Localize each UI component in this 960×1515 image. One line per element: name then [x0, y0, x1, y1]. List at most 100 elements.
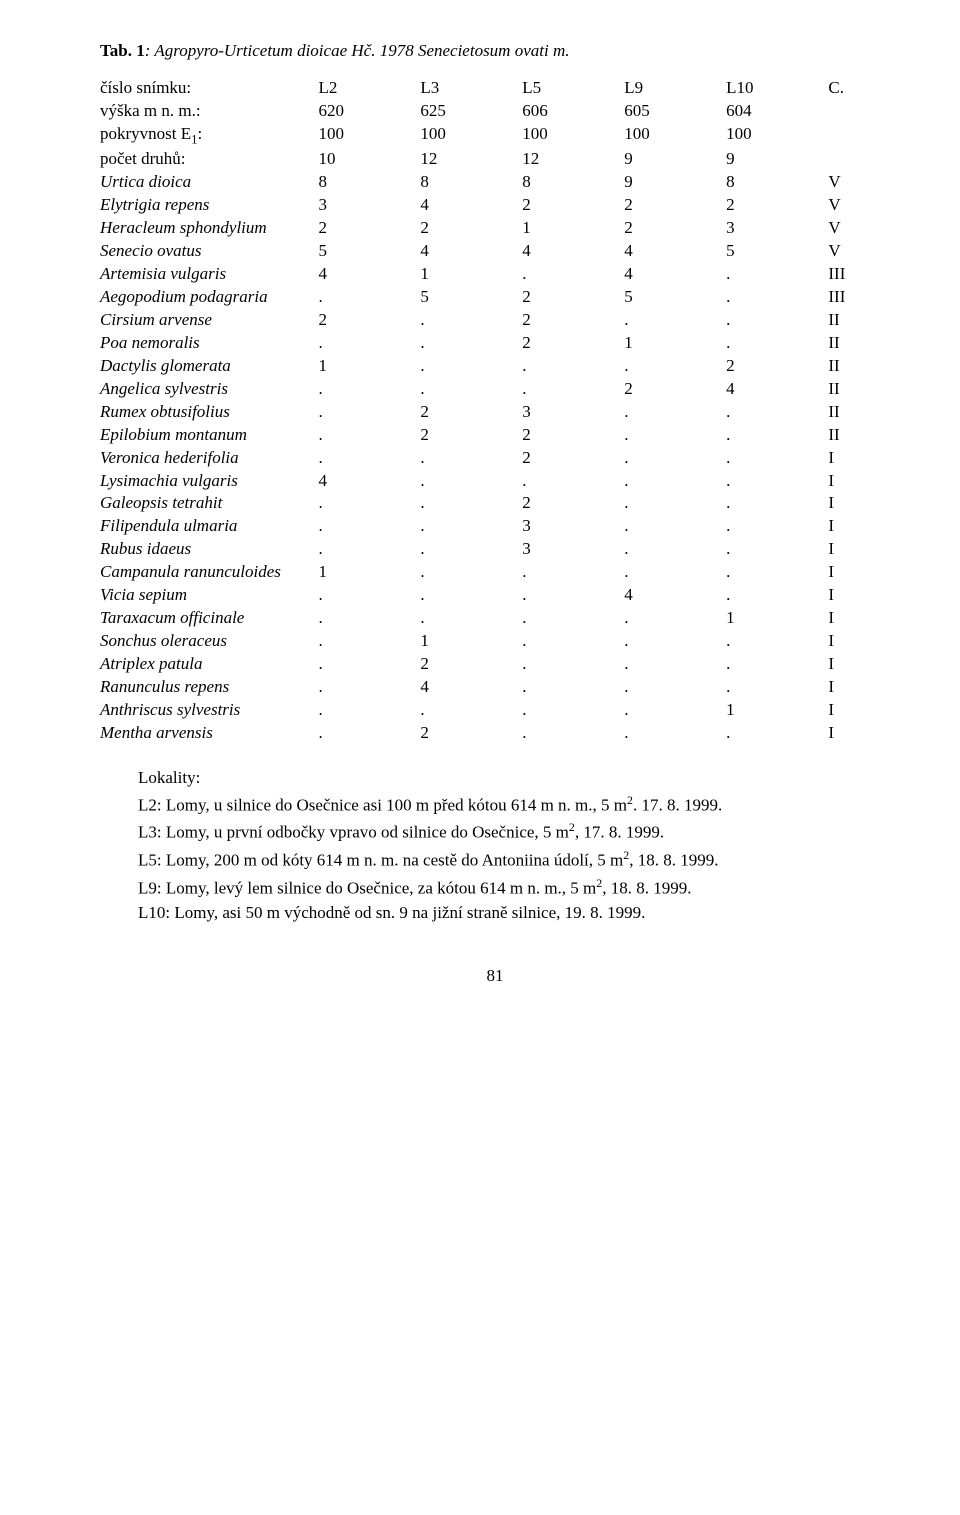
cell: .	[708, 309, 810, 332]
row-label: Campanula ranunculoides	[100, 561, 300, 584]
cell: .	[504, 584, 606, 607]
cell: 2	[708, 355, 810, 378]
table-row: Elytrigia repens34222V	[100, 194, 890, 217]
cell: .	[606, 676, 708, 699]
cell: 100	[504, 123, 606, 149]
cell: .	[402, 561, 504, 584]
cell: .	[606, 630, 708, 653]
table-row: Filipendula ulmaria..3..I	[100, 515, 890, 538]
cell: 1	[708, 607, 810, 630]
cell: .	[708, 584, 810, 607]
cell: .	[606, 699, 708, 722]
cell: 100	[708, 123, 810, 149]
cell: .	[402, 515, 504, 538]
cell: .	[300, 492, 402, 515]
table-row: Artemisia vulgaris41.4.III	[100, 263, 890, 286]
cell: 2	[504, 194, 606, 217]
row-label: Veronica hederifolia	[100, 447, 300, 470]
cell: L5	[504, 77, 606, 100]
cell: I	[810, 630, 890, 653]
cell: .	[402, 492, 504, 515]
table-row: Taraxacum officinale....1I	[100, 607, 890, 630]
cell: I	[810, 676, 890, 699]
cell: II	[810, 309, 890, 332]
cell: .	[606, 424, 708, 447]
cell: 3	[708, 217, 810, 240]
cell: .	[504, 470, 606, 493]
cell: C.	[810, 77, 890, 100]
row-label: Poa nemoralis	[100, 332, 300, 355]
cell: 4	[606, 240, 708, 263]
cell: .	[300, 332, 402, 355]
cell: 1	[504, 217, 606, 240]
cell: 2	[504, 309, 606, 332]
cell: .	[504, 699, 606, 722]
row-label: počet druhů:	[100, 148, 300, 171]
table-row: pokryvnost E1:100100100100100	[100, 123, 890, 149]
cell: .	[708, 676, 810, 699]
cell: .	[504, 722, 606, 745]
locality-item: L9: Lomy, levý lem silnice do Osečnice, …	[138, 875, 890, 901]
row-label: Taraxacum officinale	[100, 607, 300, 630]
cell: .	[708, 630, 810, 653]
cell: 10	[300, 148, 402, 171]
row-label: Epilobium montanum	[100, 424, 300, 447]
cell: 9	[606, 171, 708, 194]
cell: 2	[402, 424, 504, 447]
cell: .	[402, 378, 504, 401]
table-row: Lysimachia vulgaris4....I	[100, 470, 890, 493]
cell: L2	[300, 77, 402, 100]
cell: 2	[606, 217, 708, 240]
cell: 2	[504, 447, 606, 470]
cell: 2	[606, 378, 708, 401]
cell: .	[504, 263, 606, 286]
cell: 8	[402, 171, 504, 194]
cell: .	[708, 401, 810, 424]
cell: 3	[504, 401, 606, 424]
cell: .	[300, 401, 402, 424]
cell: .	[300, 447, 402, 470]
cell: 2	[402, 401, 504, 424]
row-label: Filipendula ulmaria	[100, 515, 300, 538]
table-row: výška m n. m.:620625606605604	[100, 100, 890, 123]
cell: 4	[402, 676, 504, 699]
cell: 1	[402, 263, 504, 286]
row-label: Dactylis glomerata	[100, 355, 300, 378]
cell: .	[606, 515, 708, 538]
cell: 1	[708, 699, 810, 722]
cell: 4	[402, 194, 504, 217]
localities-block: Lokality: L2: Lomy, u silnice do Osečnic…	[138, 767, 890, 925]
row-label: Elytrigia repens	[100, 194, 300, 217]
locality-item: L3: Lomy, u první odbočky vpravo od siln…	[138, 819, 890, 845]
cell: .	[606, 561, 708, 584]
cell: .	[504, 607, 606, 630]
row-label: Urtica dioica	[100, 171, 300, 194]
row-label: Artemisia vulgaris	[100, 263, 300, 286]
cell: I	[810, 470, 890, 493]
localities-list: L2: Lomy, u silnice do Osečnice asi 100 …	[138, 792, 890, 925]
cell: .	[300, 607, 402, 630]
cell: .	[606, 401, 708, 424]
cell: .	[504, 630, 606, 653]
cell: II	[810, 355, 890, 378]
cell: .	[606, 538, 708, 561]
cell: 4	[708, 378, 810, 401]
table-row: Cirsium arvense2.2..II	[100, 309, 890, 332]
row-label: Heracleum sphondylium	[100, 217, 300, 240]
cell: 2	[402, 722, 504, 745]
cell: 1	[606, 332, 708, 355]
cell: .	[708, 492, 810, 515]
cell: 4	[504, 240, 606, 263]
table-row: Rumex obtusifolius.23..II	[100, 401, 890, 424]
row-label: Lysimachia vulgaris	[100, 470, 300, 493]
cell: 1	[300, 355, 402, 378]
table-row: Mentha arvensis.2...I	[100, 722, 890, 745]
cell: .	[300, 538, 402, 561]
cell: .	[708, 332, 810, 355]
row-label: Rubus idaeus	[100, 538, 300, 561]
cell: .	[300, 653, 402, 676]
table-row: Campanula ranunculoides1....I	[100, 561, 890, 584]
cell: 2	[504, 286, 606, 309]
cell: .	[708, 653, 810, 676]
table-row: číslo snímku:L2L3L5L9L10C.	[100, 77, 890, 100]
